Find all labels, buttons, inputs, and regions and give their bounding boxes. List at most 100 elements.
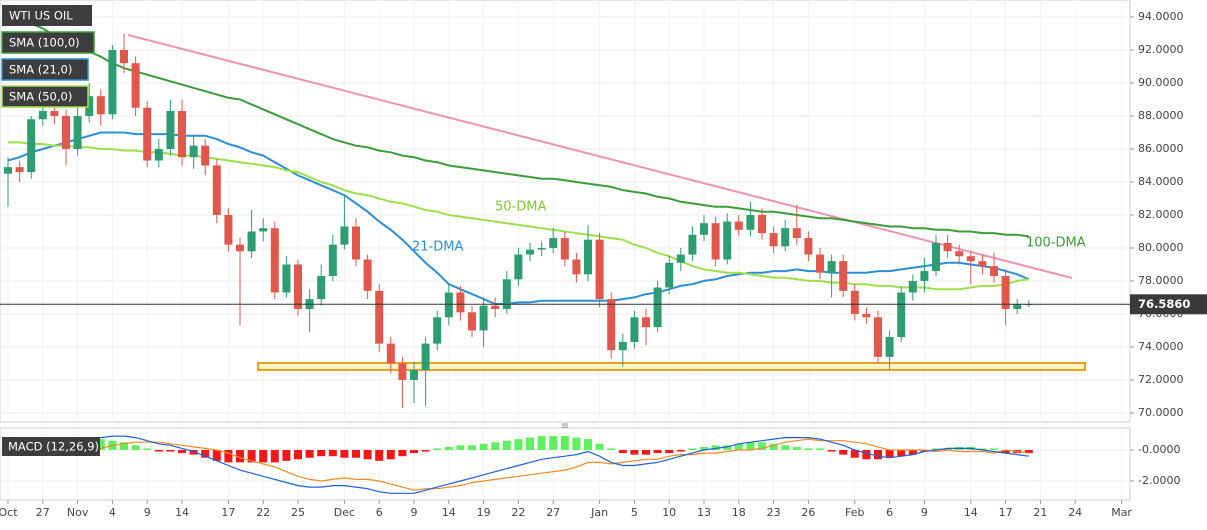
candle-body bbox=[4, 167, 12, 174]
macd-bar bbox=[676, 449, 685, 452]
sma-line bbox=[7, 11, 1029, 238]
candle-body bbox=[572, 259, 581, 275]
candle-body bbox=[560, 238, 569, 260]
x-tick-label: 25 bbox=[291, 506, 305, 519]
y-tick-label: -0.0000 bbox=[1138, 443, 1180, 456]
macd-bar bbox=[769, 443, 778, 450]
candle-body bbox=[665, 262, 674, 288]
y-tick-label: 92.0000 bbox=[1138, 43, 1184, 56]
macd-bar bbox=[723, 445, 732, 450]
candle-body bbox=[653, 287, 662, 328]
x-tick-label: Oct bbox=[0, 506, 18, 519]
macd-bar bbox=[700, 446, 708, 450]
candle-body bbox=[700, 223, 708, 235]
candle-body bbox=[758, 214, 766, 234]
macd-bar bbox=[584, 439, 592, 450]
candle-body bbox=[166, 111, 175, 149]
macd-bar bbox=[850, 449, 859, 458]
candle-body bbox=[468, 312, 476, 331]
candle-body bbox=[433, 317, 442, 344]
candle-body bbox=[584, 239, 592, 275]
candle-body bbox=[734, 221, 743, 230]
candle-body bbox=[444, 292, 453, 318]
x-tick-label: 9 bbox=[144, 506, 151, 519]
candle-body bbox=[270, 228, 279, 293]
x-tick-label: 9 bbox=[411, 506, 418, 519]
y-tick-label: 90.0000 bbox=[1138, 76, 1184, 89]
candle-body bbox=[189, 145, 198, 158]
macd-bar bbox=[247, 449, 256, 463]
x-tick-label: 27 bbox=[546, 506, 560, 519]
candle-body bbox=[630, 317, 639, 342]
macd-bar bbox=[305, 449, 314, 458]
macd-bar bbox=[131, 445, 140, 450]
candle-body bbox=[850, 290, 859, 314]
candle-body bbox=[50, 111, 59, 116]
candle-body bbox=[955, 251, 964, 257]
macd-bar bbox=[270, 449, 279, 463]
x-tick-label: 13 bbox=[697, 506, 711, 519]
candle-body bbox=[1013, 304, 1022, 309]
macd-bar bbox=[166, 449, 175, 452]
candle-body bbox=[120, 49, 128, 64]
x-tick-label: 14 bbox=[442, 506, 456, 519]
candle-body bbox=[73, 115, 82, 149]
x-tick-label: 17 bbox=[221, 506, 235, 519]
legend-box bbox=[1, 85, 89, 108]
candle-body bbox=[816, 254, 824, 273]
candle-body bbox=[676, 254, 685, 263]
candle-body bbox=[897, 292, 906, 338]
macd-bar bbox=[1001, 449, 1010, 454]
macd-bar bbox=[479, 443, 488, 450]
macd-bar bbox=[328, 449, 337, 457]
candle-body bbox=[38, 111, 47, 120]
candle-body bbox=[607, 299, 616, 351]
macd-bar bbox=[781, 445, 790, 450]
macd-bar bbox=[711, 445, 720, 450]
macd-bar bbox=[421, 449, 430, 452]
candle-body bbox=[236, 244, 244, 252]
legend-box bbox=[2, 437, 100, 456]
candle-body bbox=[723, 221, 732, 260]
macd-bar bbox=[96, 439, 105, 450]
candle-body bbox=[862, 313, 871, 318]
macd-bar bbox=[375, 449, 384, 461]
candle-body bbox=[421, 343, 430, 371]
candle-body bbox=[769, 233, 778, 247]
x-tick-label: 6 bbox=[376, 506, 383, 519]
macd-bar bbox=[792, 446, 801, 450]
candle-body bbox=[143, 107, 152, 161]
candle-body bbox=[27, 119, 36, 173]
macd-bar bbox=[386, 449, 395, 460]
y-tick-label: 82.0000 bbox=[1138, 208, 1184, 221]
candle-body bbox=[943, 243, 952, 252]
candle-body bbox=[827, 261, 836, 273]
x-tick-label: 23 bbox=[767, 506, 781, 519]
legend-box bbox=[1, 58, 89, 81]
macd-bar bbox=[259, 449, 268, 463]
x-tick-label: 4 bbox=[109, 506, 116, 519]
candle-body bbox=[874, 317, 882, 357]
candle-body bbox=[15, 167, 24, 173]
macd-bar bbox=[224, 449, 233, 463]
macd-bar bbox=[862, 449, 871, 460]
macd-bar bbox=[398, 449, 407, 457]
x-tick-label: 21 bbox=[1033, 506, 1047, 519]
x-tick-label: Dec bbox=[334, 506, 355, 519]
macd-bar bbox=[537, 436, 546, 450]
x-tick-label: 14 bbox=[175, 506, 189, 519]
x-tick-label: 19 bbox=[477, 506, 491, 519]
legend-box bbox=[2, 5, 92, 26]
candle-body bbox=[885, 337, 894, 357]
candle-body bbox=[62, 115, 70, 149]
macd-bar bbox=[514, 439, 523, 450]
x-tick-label: 14 bbox=[964, 506, 978, 519]
annotation: 50-DMA bbox=[495, 200, 546, 215]
support-zone bbox=[257, 362, 1086, 371]
macd-title: MACD (12,26,9) bbox=[8, 440, 99, 454]
candle-body bbox=[363, 259, 372, 291]
macd-bar bbox=[642, 449, 650, 455]
candle-body bbox=[398, 363, 407, 380]
chart-title: WTI US OIL bbox=[9, 9, 73, 23]
